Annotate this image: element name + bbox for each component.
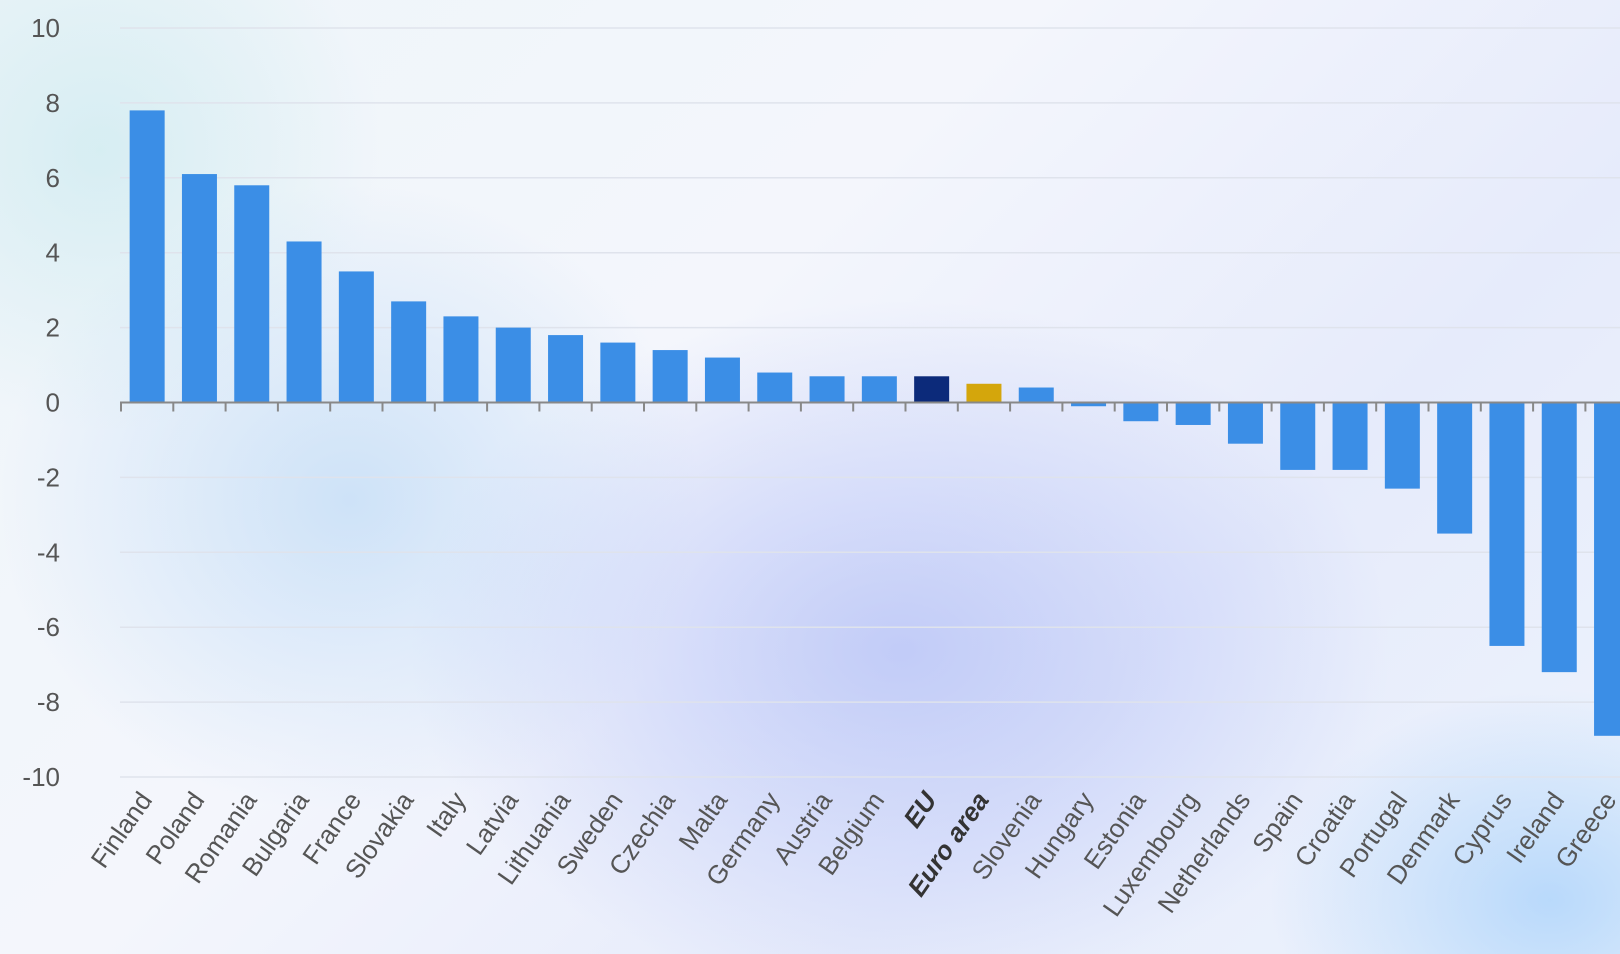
- bar-hungary: [1071, 402, 1107, 407]
- bar-latvia: [495, 327, 531, 403]
- y-tick-label: -10: [22, 762, 60, 792]
- bar-lithuania: [548, 335, 584, 403]
- bar-france: [338, 271, 374, 403]
- x-axis: [120, 401, 1620, 412]
- x-axis-labels: FinlandPolandRomaniaBulgariaFranceSlovak…: [85, 785, 1620, 922]
- bar-luxembourg: [1175, 402, 1211, 425]
- bar-eu: [914, 376, 950, 403]
- y-tick-label: -6: [37, 612, 60, 642]
- bar-netherlands: [1227, 402, 1263, 444]
- bar-slovenia: [1018, 387, 1054, 403]
- y-tick-label: -8: [37, 687, 60, 717]
- bar-romania: [234, 185, 270, 403]
- y-tick-label: 8: [46, 88, 60, 118]
- bar-denmark: [1437, 402, 1473, 534]
- bar-euro-area: [966, 383, 1002, 403]
- bar-germany: [757, 372, 793, 403]
- bar-austria: [809, 376, 845, 403]
- gridlines: [120, 27, 1620, 778]
- bar-belgium: [861, 376, 897, 403]
- bar-greece: [1594, 402, 1620, 736]
- bar-spain: [1280, 402, 1316, 470]
- bar-malta: [704, 357, 740, 403]
- y-tick-label: 0: [46, 388, 60, 418]
- y-tick-label: 10: [31, 13, 60, 43]
- bar-czechia: [652, 350, 688, 403]
- bar-cyprus: [1489, 402, 1525, 646]
- bar-italy: [443, 316, 479, 403]
- y-tick-label: 4: [46, 238, 60, 268]
- x-tick-label: Italy: [420, 786, 472, 842]
- bar-slovakia: [391, 301, 427, 403]
- bar-portugal: [1384, 402, 1420, 489]
- bar-estonia: [1123, 402, 1159, 422]
- x-tick-label: EU: [897, 785, 943, 833]
- bar-croatia: [1332, 402, 1368, 470]
- y-tick-label: -2: [37, 462, 60, 492]
- bar-sweden: [600, 342, 636, 403]
- y-tick-label: -4: [37, 537, 60, 567]
- bar-ireland: [1541, 402, 1577, 673]
- bar-bulgaria: [286, 241, 322, 403]
- y-axis: 10 8 6 4 2 0 -2 -4 -6 -8 -10: [22, 13, 60, 792]
- bar-finland: [129, 110, 165, 403]
- y-tick-label: 2: [46, 313, 60, 343]
- x-tick-label: Finland: [85, 786, 158, 873]
- y-tick-label: 6: [46, 163, 60, 193]
- bars: [129, 110, 1620, 736]
- bar-poland: [181, 174, 217, 403]
